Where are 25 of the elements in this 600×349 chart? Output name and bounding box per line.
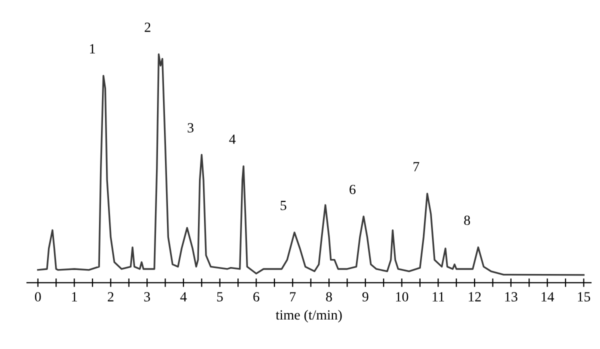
x-axis-title: time (t/min)	[276, 310, 342, 322]
x-tick-label: 5	[217, 292, 223, 302]
annotation: 4	[229, 134, 236, 144]
annotation: 7	[414, 162, 420, 172]
annotation: 2	[144, 22, 150, 32]
x-tick-label: 11	[432, 292, 444, 302]
x-tick-label: 4	[180, 292, 187, 302]
x-tick-label: 15	[578, 292, 590, 302]
annotation: 3	[188, 123, 194, 132]
x-tick-label: 6	[253, 292, 260, 302]
annotation: 5	[280, 200, 286, 210]
x-tick-label: 3	[144, 292, 150, 302]
x-tick-label: 7	[290, 292, 296, 302]
x-tick-label: 10	[396, 292, 408, 302]
x-tick-label: 0	[34, 292, 41, 302]
x-tick-label: 8	[326, 292, 332, 302]
x-tick-label: 12	[468, 292, 481, 302]
x-tick-label: 9	[362, 292, 368, 302]
annotation: 1	[90, 44, 95, 54]
x-tick-label: 2	[108, 292, 114, 302]
x-tick-label: 1	[72, 292, 77, 302]
annotation: 6	[350, 184, 356, 194]
x-tick-label: 14	[542, 292, 554, 302]
x-tick-label: 13	[505, 292, 518, 302]
annotation: 8	[464, 216, 470, 226]
